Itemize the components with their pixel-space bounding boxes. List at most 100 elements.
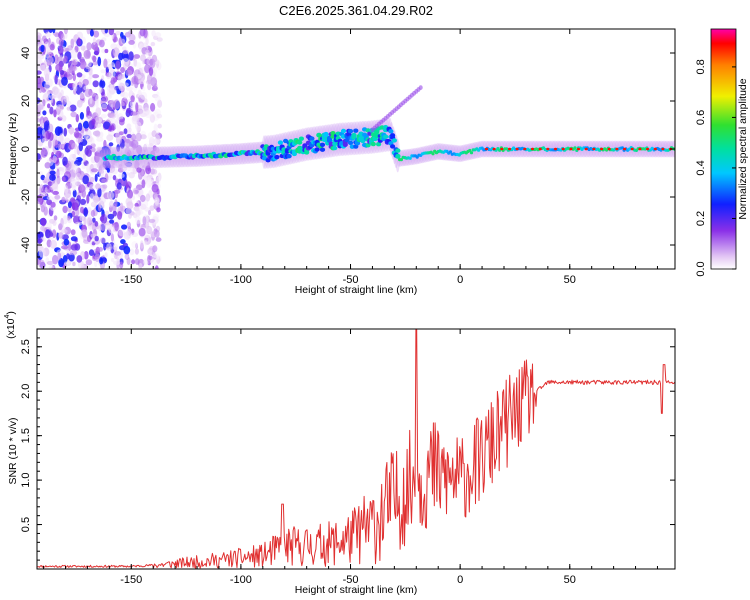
noise-blob — [116, 182, 122, 190]
tone-peak — [523, 147, 527, 151]
noise-blob — [118, 118, 125, 126]
noise-blob — [91, 118, 96, 126]
noise-blob — [139, 240, 144, 249]
noise-blob — [140, 54, 146, 62]
noise-blob — [104, 29, 108, 34]
noise-blob — [66, 100, 72, 107]
noise-blob — [94, 153, 100, 163]
noise-blob — [147, 82, 152, 91]
noise-blob — [128, 172, 135, 179]
noise-blob — [73, 65, 77, 71]
noise-blob — [90, 168, 98, 173]
noise-blob — [104, 96, 109, 102]
noise-blob — [145, 177, 152, 182]
noise-blob — [154, 32, 162, 38]
noise-blob — [37, 76, 41, 85]
noise-blob — [119, 250, 123, 259]
noise-blob — [120, 239, 126, 245]
noise-blob — [92, 60, 98, 66]
noise-blob — [112, 47, 120, 57]
noise-blob — [101, 29, 105, 34]
y-tick-label: 0.5 — [20, 517, 32, 532]
noise-blob — [154, 229, 160, 238]
tone-peak — [546, 147, 550, 151]
noise-blob — [98, 247, 103, 252]
noise-blob — [104, 147, 111, 157]
noise-blob — [117, 211, 123, 220]
noise-blob — [46, 131, 50, 139]
noise-blob — [151, 163, 158, 170]
y-tick-label: -20 — [20, 189, 32, 205]
noise-blob — [142, 86, 146, 92]
noise-blob — [77, 122, 83, 131]
noise-blob — [143, 143, 149, 152]
noise-blob — [62, 205, 68, 214]
noise-blob — [70, 38, 75, 49]
noise-blob — [92, 55, 97, 63]
noise-blob — [121, 166, 128, 172]
tone-peak — [661, 147, 665, 151]
x-tick-label: -150 — [120, 274, 142, 286]
tone-peak — [623, 147, 627, 151]
colorbar-tick-label: 0.0 — [695, 261, 707, 276]
noise-blob — [94, 120, 102, 128]
noise-blob — [126, 221, 131, 229]
x-tick-label: 50 — [564, 574, 576, 586]
noise-blob — [131, 115, 139, 125]
ridge-mark — [431, 152, 435, 156]
noise-blob — [92, 217, 96, 223]
noise-blob — [134, 202, 139, 208]
noise-blob — [136, 167, 142, 173]
ridge-mark — [408, 156, 412, 160]
noise-blob — [54, 194, 61, 200]
noise-blob — [128, 33, 136, 42]
noise-blob — [120, 67, 125, 73]
noise-blob — [102, 184, 108, 189]
noise-blob — [120, 202, 124, 212]
noise-blob — [128, 40, 135, 45]
noise-blob — [125, 69, 133, 77]
noise-blob — [62, 156, 68, 166]
tone-peak — [553, 147, 558, 151]
noise-blob — [60, 217, 64, 228]
noise-blob — [63, 29, 68, 35]
noise-blob — [118, 164, 123, 173]
noise-blob — [133, 54, 141, 59]
noise-blob — [74, 243, 81, 251]
noise-blob — [86, 29, 91, 35]
noise-blob — [55, 63, 63, 72]
noise-blob — [79, 216, 86, 222]
noise-blob — [115, 30, 121, 36]
ridge-mark — [347, 129, 354, 134]
noise-blob — [116, 114, 120, 124]
noise-blob — [76, 99, 83, 108]
noise-blob — [38, 248, 46, 258]
noise-blob — [47, 139, 52, 149]
noise-blob — [73, 83, 78, 93]
snr-y-label: SNR (10 * v/v) — [7, 417, 19, 484]
colorbar-tick-label: 0.4 — [695, 160, 707, 175]
noise-blob — [138, 262, 142, 269]
noise-blob — [52, 254, 59, 265]
noise-blob — [37, 101, 44, 111]
noise-blob — [92, 44, 99, 51]
noise-blob — [89, 193, 95, 200]
noise-blob — [145, 165, 152, 175]
noise-blob — [80, 45, 86, 51]
noise-blob — [128, 213, 132, 219]
noise-blob — [58, 135, 64, 143]
noise-blob — [98, 86, 103, 94]
x-tick-label: -100 — [230, 574, 252, 586]
noise-blob — [63, 238, 70, 246]
noise-blob — [139, 194, 146, 203]
x-tick-label: -50 — [343, 574, 359, 586]
ridge-halo — [99, 146, 104, 169]
noise-blob — [88, 249, 95, 256]
noise-blob — [91, 74, 100, 79]
noise-blob — [123, 245, 131, 255]
noise-blob — [112, 175, 117, 181]
x-tick-label: -50 — [343, 274, 359, 286]
noise-blob — [62, 215, 68, 225]
noise-blob — [94, 235, 99, 242]
noise-blob — [52, 190, 59, 195]
